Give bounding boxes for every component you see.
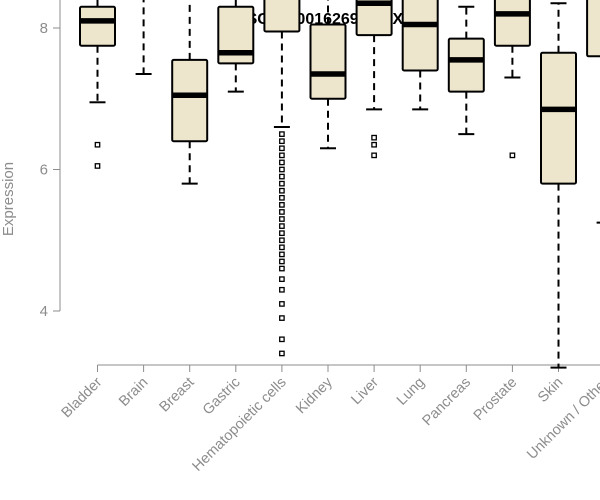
outlier-point [279,258,285,265]
x-tick-label: Skin [535,375,566,406]
box-iqr [586,0,600,58]
outlier-point [279,265,285,272]
x-tick-label: Kidney [293,374,336,417]
box-group [309,0,347,150]
outlier-point [279,216,285,222]
box-group [355,0,393,159]
box-group [217,0,255,93]
box-iqr [217,5,255,65]
x-tick-label: Brain [116,375,151,410]
outlier-point [94,141,101,148]
y-axis-label: Expression [0,162,17,236]
box-iqr [309,23,347,100]
box-iqr [263,0,301,33]
box-group [135,0,152,75]
box-group [171,0,209,185]
x-tick-label: Liver [348,374,382,408]
box-group [586,0,600,224]
y-tick-label: 4 [40,303,48,320]
x-tick-label: Breast [157,375,198,416]
box-group [493,0,531,159]
outlier-point [279,301,285,307]
outlier-point [279,276,285,283]
outlier-point [279,230,285,237]
outlier-point [279,173,285,180]
outlier-point [279,315,285,321]
outlier-point [279,202,285,208]
outlier-point [279,251,285,258]
box-group [263,0,301,357]
outlier-point [279,187,285,194]
x-tick-label: Pancreas [419,375,474,430]
outlier-point [279,131,285,137]
x-tick-label: Prostate [471,375,520,424]
outlier-point [279,244,285,251]
outlier-point [94,163,101,169]
outlier-point [279,237,285,244]
box-group [401,0,439,111]
box-iqr [401,0,439,72]
box-iqr [540,51,577,185]
outlier-point [279,166,285,173]
outlier-point [279,336,285,343]
x-tick-label: Gastric [200,375,244,419]
box-iqr [355,0,393,37]
box-series [79,0,600,369]
box-group [540,2,577,369]
outlier-point [279,209,285,215]
outlier-point [371,141,377,148]
y-axis: 46810 [40,0,61,320]
outlier-point [279,223,285,229]
outlier-point [509,152,516,159]
outlier-point [279,145,285,152]
outlier-point [279,286,285,293]
box-iqr [493,0,531,47]
outlier-point [279,194,285,201]
x-tick-label: Lung [394,375,428,409]
outlier-point [371,134,377,141]
box-group [447,5,485,136]
outlier-point [279,159,285,166]
outlier-point [279,138,285,145]
box-iqr [79,5,116,47]
outlier-point [279,350,285,357]
box-iqr [171,58,209,143]
box-iqr [447,37,485,93]
outlier-point [279,180,285,187]
x-tick-label: Bladder [59,374,106,421]
outlier-point [279,152,285,159]
box-group [79,0,116,169]
y-tick-label: 6 [40,162,48,179]
outlier-point [371,152,377,159]
y-tick-label: 8 [40,20,48,37]
